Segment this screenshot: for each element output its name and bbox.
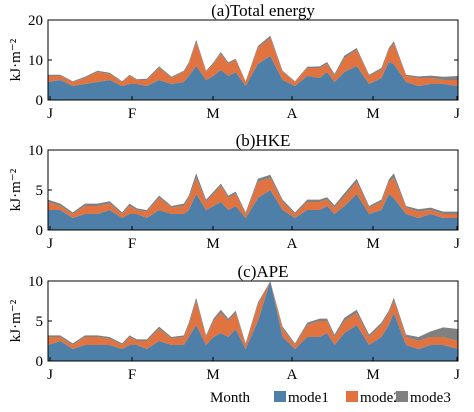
legend-label-mode1: mode1 [288, 390, 329, 406]
area-mode2-panel-3 [48, 281, 458, 349]
ytick-label-2-1: 5 [36, 183, 44, 199]
xtick-label-1-3: A [287, 106, 298, 122]
xtick-label-1-5: J [454, 106, 460, 122]
area-mode1-panel-1 [48, 56, 458, 100]
area-mode1-panel-3 [48, 281, 458, 361]
ytick-label-3-0: 0 [36, 354, 44, 370]
ytick-label-1-2: 20 [28, 13, 43, 29]
xtick-label-2-3: A [287, 236, 298, 252]
ylabel-3: kJ·m⁻² [8, 299, 24, 342]
area-mode3-panel-3 [48, 281, 458, 345]
ytick-label-2-2: 10 [28, 143, 43, 159]
area-mode3-panel-2 [48, 173, 458, 214]
ytick-label-3-1: 5 [36, 314, 44, 330]
ylabel-1: kJ·m⁻² [8, 38, 24, 81]
ytick-label-3-2: 10 [28, 274, 43, 290]
xtick-label-2-1: F [128, 236, 136, 252]
panel-title-2: (b)HKE [236, 131, 291, 150]
legend-swatch-mode1 [274, 391, 286, 402]
legend-prefix-month: Month [210, 390, 251, 406]
ytick-label-1-0: 0 [36, 93, 44, 109]
xtick-label-2-5: J [454, 236, 460, 252]
area-mode3-panel-1 [48, 35, 458, 82]
area-mode2-panel-2 [48, 178, 458, 218]
xtick-label-3-4: M [366, 367, 379, 383]
xtick-label-1-2: M [206, 106, 219, 122]
area-mode2-panel-1 [48, 38, 458, 86]
ytick-label-2-0: 0 [36, 223, 44, 239]
xtick-label-2-2: M [206, 236, 219, 252]
legend-swatch-mode2 [346, 391, 358, 402]
ytick-label-1-1: 10 [28, 53, 43, 69]
xtick-label-1-0: J [47, 106, 53, 122]
xtick-label-3-5: J [454, 367, 460, 383]
xtick-label-1-4: M [366, 106, 379, 122]
xtick-label-3-3: A [287, 367, 298, 383]
xtick-label-2-0: J [47, 236, 53, 252]
xtick-label-3-2: M [206, 367, 219, 383]
panel-title-3: (c)APE [238, 262, 289, 281]
panel-title-1: (a)Total energy [211, 1, 315, 20]
legend-label-mode2: mode2 [360, 390, 401, 406]
legend-label-mode3: mode3 [410, 390, 451, 406]
ylabel-2: kJ·m⁻² [8, 168, 24, 211]
xtick-label-3-0: J [47, 367, 53, 383]
xtick-label-2-4: M [366, 236, 379, 252]
legend-swatch-mode3 [396, 391, 408, 402]
xtick-label-1-1: F [128, 106, 136, 122]
area-mode1-panel-2 [48, 190, 458, 230]
xtick-label-3-1: F [128, 367, 136, 383]
